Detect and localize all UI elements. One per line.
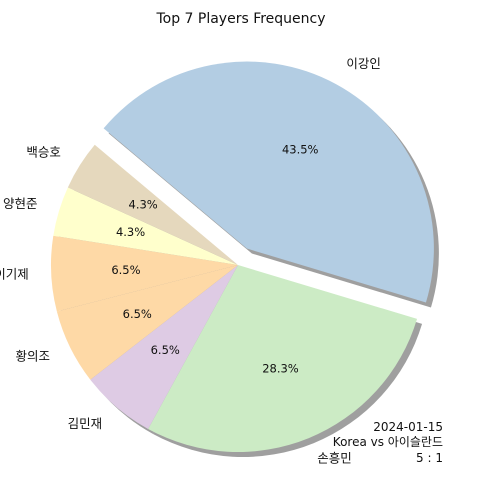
slice-6-percent: 4.3% [116,225,145,239]
slice-7-wedge [67,144,238,265]
slice-5-wedge [50,235,238,312]
slice-7-label: 백승호 [26,145,61,160]
slice-7-percent: 4.3% [129,198,158,212]
slice-4-wedge [56,265,238,380]
slice-1-wedge [103,61,434,303]
label-layer: 이강인 43.5% 손흥민 28.3% 김민재 6.5% 황의조 6.5% 이기제 6.5% 양현준… [0,56,381,466]
slice-5-percent: 6.5% [111,263,140,277]
annotation-date: 2024-01-15 [373,420,443,434]
slice-3-label: 김민재 [68,416,103,431]
slice-1-label: 이강인 [346,56,381,71]
slice-layer [50,61,434,452]
slice-4-percent: 6.5% [123,307,152,321]
slice-2-label: 손흥민 [317,450,352,465]
chart-title: Top 7 Players Frequency [155,11,325,27]
slice-4-label: 황의조 [15,349,50,364]
slice-3-percent: 6.5% [151,343,180,357]
slice-5-label: 이기제 [0,266,29,281]
slice-6-wedge [53,187,238,265]
slice-3-wedge [90,265,238,429]
annotation-match: Korea vs 아이슬란드 [333,435,443,449]
annotation-score: 5 : 1 [416,451,443,465]
slice-6-label: 양현준 [3,196,38,211]
slice-2-wedge [148,265,418,452]
match-annotation: 2024-01-15 Korea vs 아이슬란드 5 : 1 [333,420,443,465]
slice-1-percent: 43.5% [282,142,319,156]
slice-2-percent: 28.3% [262,361,299,375]
